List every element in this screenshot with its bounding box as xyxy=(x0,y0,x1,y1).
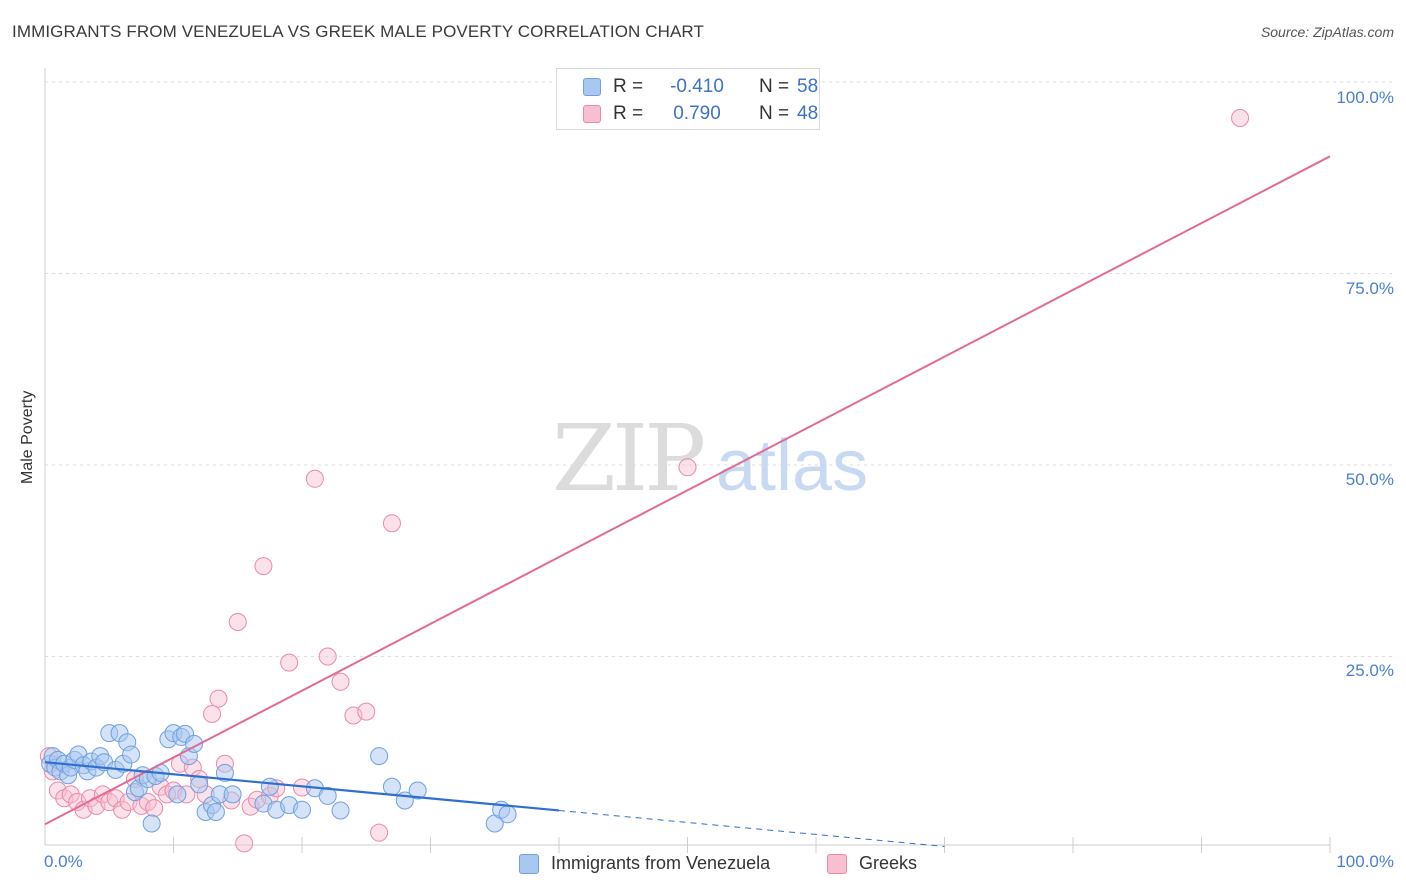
greeks-point xyxy=(203,704,222,723)
venezuela-point xyxy=(223,785,242,804)
correlation-legend: R = -0.410 N = 58 R = 0.790 N = 48 xyxy=(556,68,820,130)
venezuela-trend-extension xyxy=(558,809,945,847)
bottom-legend-label: Immigrants from Venezuela xyxy=(551,853,771,873)
y-axis-label: Male Poverty xyxy=(19,390,36,484)
greeks-point xyxy=(228,613,247,632)
greeks-point xyxy=(209,689,228,708)
greeks-point xyxy=(61,785,80,804)
venezuela-point xyxy=(370,747,389,766)
venezuela-point xyxy=(190,775,209,794)
greeks-point xyxy=(318,647,337,666)
legend-r-label: R = xyxy=(613,76,644,97)
greeks-point xyxy=(357,702,376,721)
x-tick-label-max: 100.0% xyxy=(1336,852,1394,871)
chart-title: IMMIGRANTS FROM VENEZUELA VS GREEK MALE … xyxy=(12,22,704,41)
venezuela-trend-line xyxy=(44,761,560,812)
venezuela-point xyxy=(206,802,225,821)
bottom-legend-swatch-pink xyxy=(827,854,847,874)
legend-n-value: 58 xyxy=(797,76,819,97)
venezuela-point xyxy=(260,777,279,796)
y-tick-label-75: 75.0% xyxy=(1345,279,1394,298)
greeks-trend-line xyxy=(44,155,1331,826)
x-tick-label-min: 0.0% xyxy=(44,852,83,871)
venezuela-point xyxy=(168,785,187,804)
greeks-point xyxy=(254,557,273,576)
greeks-point xyxy=(331,672,350,691)
watermark-zip: ZIP xyxy=(552,405,703,512)
venezuela-point xyxy=(498,805,517,824)
trend-lines xyxy=(44,155,1331,847)
legend-r-value: 0.790 xyxy=(673,103,721,124)
venezuela-point xyxy=(318,786,337,805)
bottom-legend-swatch-blue xyxy=(519,854,539,874)
greeks-point xyxy=(113,800,132,819)
chart-source: Source: ZipAtlas.com xyxy=(1260,24,1394,40)
greeks-point xyxy=(280,653,299,672)
y-tick-label-50: 50.0% xyxy=(1345,470,1394,489)
watermark-atlas: atlas xyxy=(716,426,868,506)
greeks-point xyxy=(1231,109,1250,128)
legend-n-value: 48 xyxy=(797,103,819,124)
legend-r-label: R = xyxy=(613,103,644,124)
y-tick-label-100: 100.0% xyxy=(1336,88,1394,107)
bottom-legend-label: Greeks xyxy=(859,853,918,873)
venezuela-point xyxy=(382,777,401,796)
greeks-point xyxy=(145,799,164,818)
venezuela-point xyxy=(331,801,350,820)
venezuela-points xyxy=(41,724,517,833)
venezuela-point xyxy=(215,763,234,782)
axes xyxy=(44,68,1331,853)
grid-lines xyxy=(45,81,1392,657)
legend-r-value: -0.410 xyxy=(670,76,724,97)
legend-n-label: N = xyxy=(759,103,790,124)
greeks-point xyxy=(382,514,401,533)
greeks-point xyxy=(305,469,324,488)
legend-swatch-pink xyxy=(583,105,601,123)
y-tick-label-25: 25.0% xyxy=(1345,661,1394,680)
greeks-point xyxy=(235,834,254,853)
venezuela-point xyxy=(408,781,427,800)
venezuela-point xyxy=(142,814,161,833)
greeks-points xyxy=(39,109,1250,853)
greeks-point xyxy=(370,823,389,842)
venezuela-point xyxy=(122,745,141,764)
legend-swatch-blue xyxy=(583,78,601,96)
greeks-point xyxy=(678,458,697,477)
legend-n-label: N = xyxy=(759,76,790,97)
venezuela-point xyxy=(293,800,311,819)
